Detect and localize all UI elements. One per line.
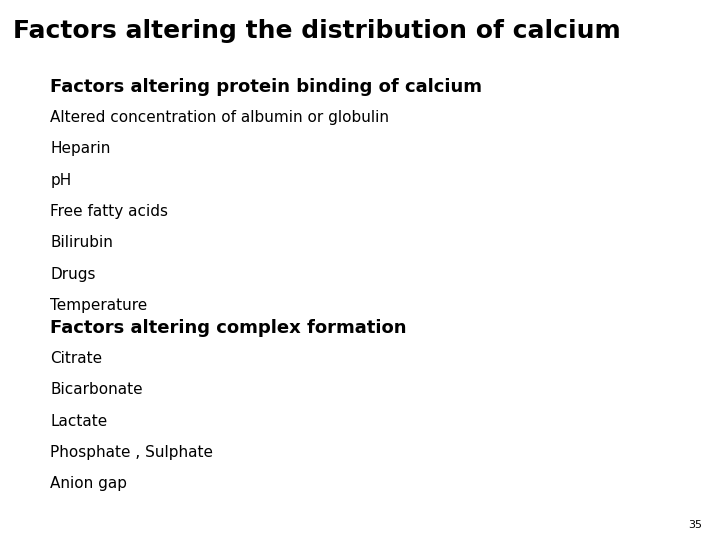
Text: Phosphate , Sulphate: Phosphate , Sulphate [50, 445, 213, 460]
Text: Free fatty acids: Free fatty acids [50, 204, 168, 219]
Text: pH: pH [50, 173, 72, 188]
Text: Anion gap: Anion gap [50, 476, 127, 491]
Text: Temperature: Temperature [50, 298, 148, 313]
Text: Drugs: Drugs [50, 267, 96, 282]
Text: Bilirubin: Bilirubin [50, 235, 113, 251]
Text: Factors altering complex formation: Factors altering complex formation [50, 319, 407, 336]
Text: Factors altering protein binding of calcium: Factors altering protein binding of calc… [50, 78, 482, 96]
Text: Heparin: Heparin [50, 141, 111, 157]
Text: Altered concentration of albumin or globulin: Altered concentration of albumin or glob… [50, 110, 390, 125]
Text: Citrate: Citrate [50, 351, 102, 366]
Text: 35: 35 [688, 520, 702, 530]
Text: Bicarbonate: Bicarbonate [50, 382, 143, 397]
Text: Factors altering the distribution of calcium: Factors altering the distribution of cal… [13, 19, 621, 43]
Text: Lactate: Lactate [50, 414, 108, 429]
